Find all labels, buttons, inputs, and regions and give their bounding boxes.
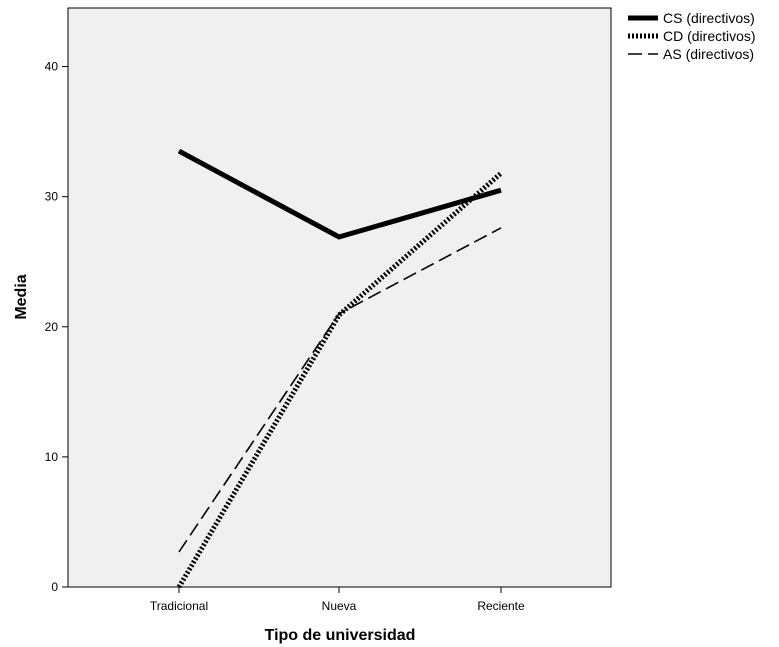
y-axis-title: Media <box>13 274 30 319</box>
x-axis-title: Tipo de universidad <box>265 627 416 644</box>
series-lines <box>176 148 503 589</box>
legend-label: CD (directivos) <box>663 28 756 44</box>
series-line-1 <box>177 148 502 240</box>
y-tick-label: 40 <box>45 60 59 74</box>
y-tick-label: 20 <box>45 320 59 334</box>
x-tick-label: Tradicional <box>150 599 208 613</box>
series-line-3 <box>178 227 502 553</box>
y-tick-label: 30 <box>45 190 59 204</box>
x-tick-label: Nueva <box>322 599 357 613</box>
y-tick-label: 0 <box>51 580 58 594</box>
y-tick-label: 10 <box>45 450 59 464</box>
legend-label: AS (directivos) <box>663 46 754 62</box>
legend: CS (directivos) CD (directivos) AS (direct… <box>628 10 756 62</box>
x-tick-label: Reciente <box>477 599 525 613</box>
y-axis-ticks: 0 10 20 30 40 <box>45 60 68 594</box>
plot-area <box>67 7 612 588</box>
series-line-2 <box>176 171 503 589</box>
legend-label: CS (directivos) <box>663 10 755 26</box>
x-axis-ticks: Tradicional Nueva Reciente <box>150 587 525 613</box>
